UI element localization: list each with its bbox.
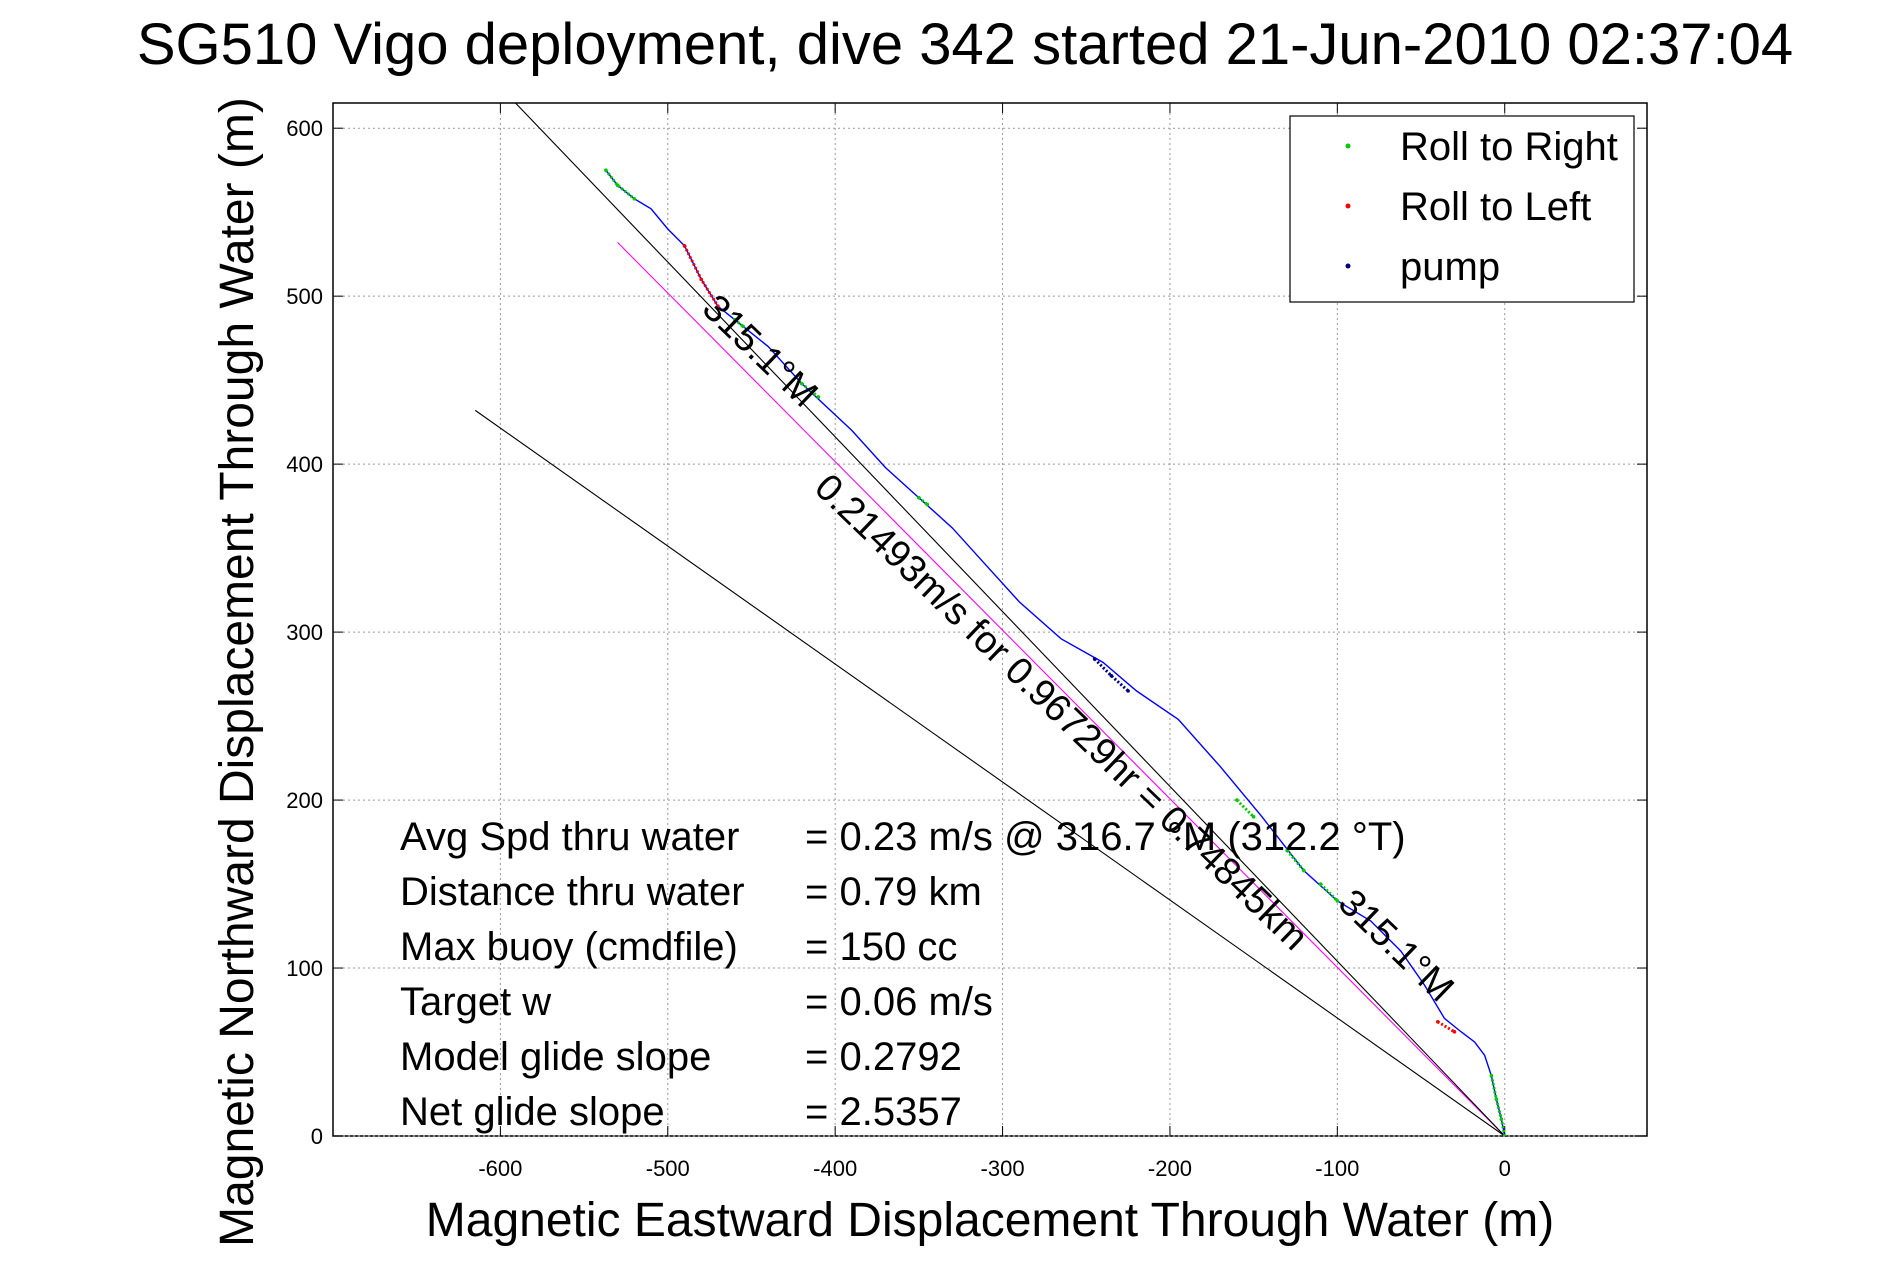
stats-block: Avg Spd thru water = 0.23 m/s @ 316.7 °M … [400, 815, 1406, 1134]
y-tick-label: 500 [286, 284, 323, 309]
stat-value: = 2.5357 [805, 1090, 962, 1134]
highlight-point [917, 495, 921, 500]
y-tick-label: 600 [286, 116, 323, 141]
highlight-point [1126, 689, 1130, 693]
x-axis-label: Magnetic Eastward Displacement Through W… [426, 1194, 1554, 1247]
highlight-point [799, 381, 804, 386]
stat-label: Max buoy (cmdfile) [400, 925, 738, 969]
series-reference-line [474, 409, 1506, 1136]
series-reference-line [514, 103, 1506, 1136]
highlight-point [1285, 848, 1289, 853]
x-tick-label: -100 [1315, 1156, 1359, 1181]
highlight-point [741, 324, 745, 329]
x-tick-label: -400 [813, 1156, 857, 1181]
highlight-point [1499, 1117, 1504, 1122]
highlight-point [1494, 1097, 1499, 1101]
legend-marker [1345, 263, 1351, 269]
highlight-point [1302, 868, 1306, 873]
stat-value: = 0.79 km [805, 870, 982, 914]
stat-label: Distance thru water [400, 870, 745, 914]
highlight-segment [604, 169, 636, 200]
x-tick-labels: -600 -500 -400 -300 -200 -100 0 [478, 1156, 1510, 1181]
highlight-segment [1285, 849, 1306, 872]
stat-value: = 0.06 m/s [805, 980, 993, 1024]
x-tick-label: -300 [981, 1156, 1025, 1181]
highlight-point [632, 196, 637, 201]
y-tick-label: 300 [286, 620, 323, 645]
y-tick-labels: 0 100 200 300 400 500 600 [286, 116, 323, 1149]
y-axis-label: Magnetic Northward Displacement Through … [211, 97, 264, 1247]
y-tick-label: 100 [286, 956, 323, 981]
highlight-point [716, 304, 720, 309]
highlight-point [1435, 1019, 1440, 1024]
x-tick-label: -500 [646, 1156, 690, 1181]
chart-title: SG510 Vigo deployment, dive 342 started … [137, 12, 1793, 77]
highlight-point [925, 502, 930, 507]
highlight-point [1251, 815, 1256, 819]
x-tick-label: 0 [1499, 1156, 1511, 1181]
y-tick-label: 400 [286, 452, 323, 477]
highlight-segment [1489, 1075, 1507, 1136]
highlight-point [816, 395, 821, 399]
legend-label: Roll to Left [1400, 185, 1591, 229]
stat-label: Net glide slope [400, 1090, 665, 1134]
x-tick-label: -600 [478, 1156, 522, 1181]
highlight-point [1318, 882, 1323, 886]
legend-marker [1345, 203, 1351, 209]
highlight-point [1489, 1073, 1494, 1078]
stat-value: = 0.23 m/s @ 316.7 °M (312.2 °T) [805, 815, 1406, 859]
highlight-point [1335, 899, 1340, 903]
highlight-point [1092, 657, 1097, 661]
series-track-line [605, 169, 1506, 1136]
y-tick-label: 200 [286, 788, 323, 813]
highlight-segment [1436, 1020, 1456, 1034]
x-tick-label: -200 [1148, 1156, 1192, 1181]
legend-label: Roll to Right [1400, 125, 1618, 169]
y-tick-label: 0 [311, 1124, 323, 1149]
highlight-point [604, 168, 608, 172]
highlight-point [1235, 798, 1239, 802]
highlight-point [699, 277, 704, 282]
highlight-point [1502, 1134, 1507, 1136]
stat-value: = 150 cc [805, 925, 957, 969]
grid [333, 103, 1647, 1137]
highlight-segment [800, 382, 820, 399]
stat-value: = 0.2792 [805, 1035, 962, 1079]
series-glide-line [617, 242, 1506, 1136]
stat-label: Avg Spd thru water [400, 815, 739, 859]
legend-label: pump [1400, 245, 1500, 289]
highlight-point [682, 243, 687, 248]
highlight-point [1452, 1030, 1457, 1034]
highlight-point [1109, 673, 1114, 678]
stat-label: Model glide slope [400, 1035, 711, 1079]
legend-marker [1345, 143, 1351, 149]
stat-label: Target w [400, 980, 551, 1024]
highlight-point [732, 317, 737, 322]
highlight-point [615, 183, 620, 188]
legend: Roll to Right Roll to Left pump [1289, 115, 1635, 303]
data-layer [474, 103, 1507, 1136]
